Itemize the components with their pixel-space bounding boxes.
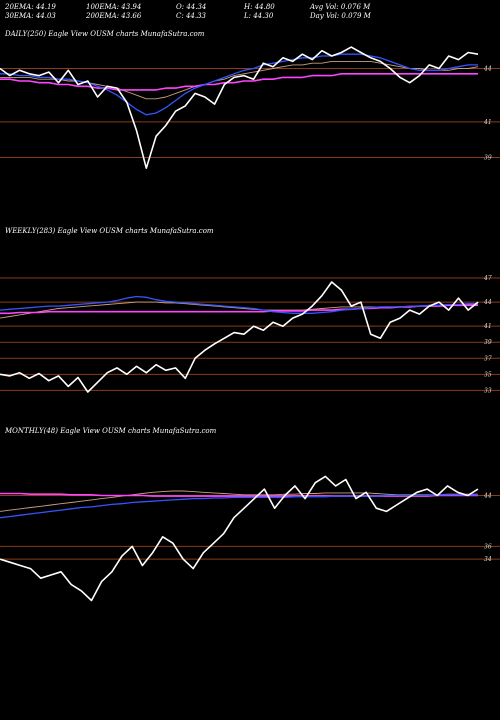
daily-price-line bbox=[0, 46, 479, 169]
daily-tick-label: 44 bbox=[483, 65, 492, 72]
weekly-tick-label: 41 bbox=[483, 323, 492, 330]
monthly-ema-slow-line bbox=[0, 490, 478, 512]
monthly-tick-label: 36 bbox=[484, 543, 492, 550]
weekly-tick-label: 47 bbox=[483, 275, 492, 282]
daily-panel-title: DAILY(250) Eagle View OUSM charts Munafa… bbox=[5, 30, 205, 38]
monthly-tick-label: 34 bbox=[484, 556, 492, 563]
daily-tick-label: 41 bbox=[483, 119, 492, 126]
weekly-tick-label: 33 bbox=[484, 387, 492, 394]
header-high: H: 44.80 bbox=[244, 3, 275, 11]
daily-tick-label: 39 bbox=[484, 155, 492, 162]
monthly-tick-label: 44 bbox=[483, 492, 492, 499]
monthly-price-line bbox=[0, 475, 479, 602]
header-20ema: 20EMA: 44.19 bbox=[5, 3, 56, 11]
weekly-price-line bbox=[0, 281, 479, 393]
header-30ema: 30EMA: 44.03 bbox=[5, 12, 56, 20]
daily-panel: 44 41 39 bbox=[0, 46, 500, 169]
header-open: O: 44.34 bbox=[176, 3, 207, 11]
header-day-vol: Day Vol: 0.079 M bbox=[310, 12, 371, 20]
weekly-ema-line bbox=[0, 295, 478, 314]
daily-ema-line bbox=[0, 53, 478, 116]
monthly-panel-title: MONTHLY(48) Eagle View OUSM charts Munaf… bbox=[5, 427, 217, 435]
header-close: C: 44.33 bbox=[176, 12, 206, 20]
header-avg-vol: Avg Vol: 0.076 M bbox=[310, 3, 371, 11]
weekly-tick-label: 35 bbox=[484, 371, 492, 378]
weekly-panel-title: WEEKLY(283) Eagle View OUSM charts Munaf… bbox=[5, 227, 214, 235]
daily-ema-mid-line bbox=[0, 73, 478, 91]
header-low: L: 44.30 bbox=[244, 12, 274, 20]
weekly-panel: 47 44 41 39 37 35 33 bbox=[0, 275, 500, 394]
weekly-tick-label: 39 bbox=[484, 339, 492, 346]
header-100ema: 100EMA: 43.94 bbox=[86, 3, 142, 11]
monthly-panel: 44 36 34 bbox=[0, 475, 500, 602]
weekly-tick-label: 37 bbox=[484, 355, 492, 362]
header-200ema: 200EMA: 43.66 bbox=[86, 12, 142, 20]
monthly-ema-line bbox=[0, 494, 478, 519]
weekly-tick-label: 44 bbox=[483, 299, 492, 306]
